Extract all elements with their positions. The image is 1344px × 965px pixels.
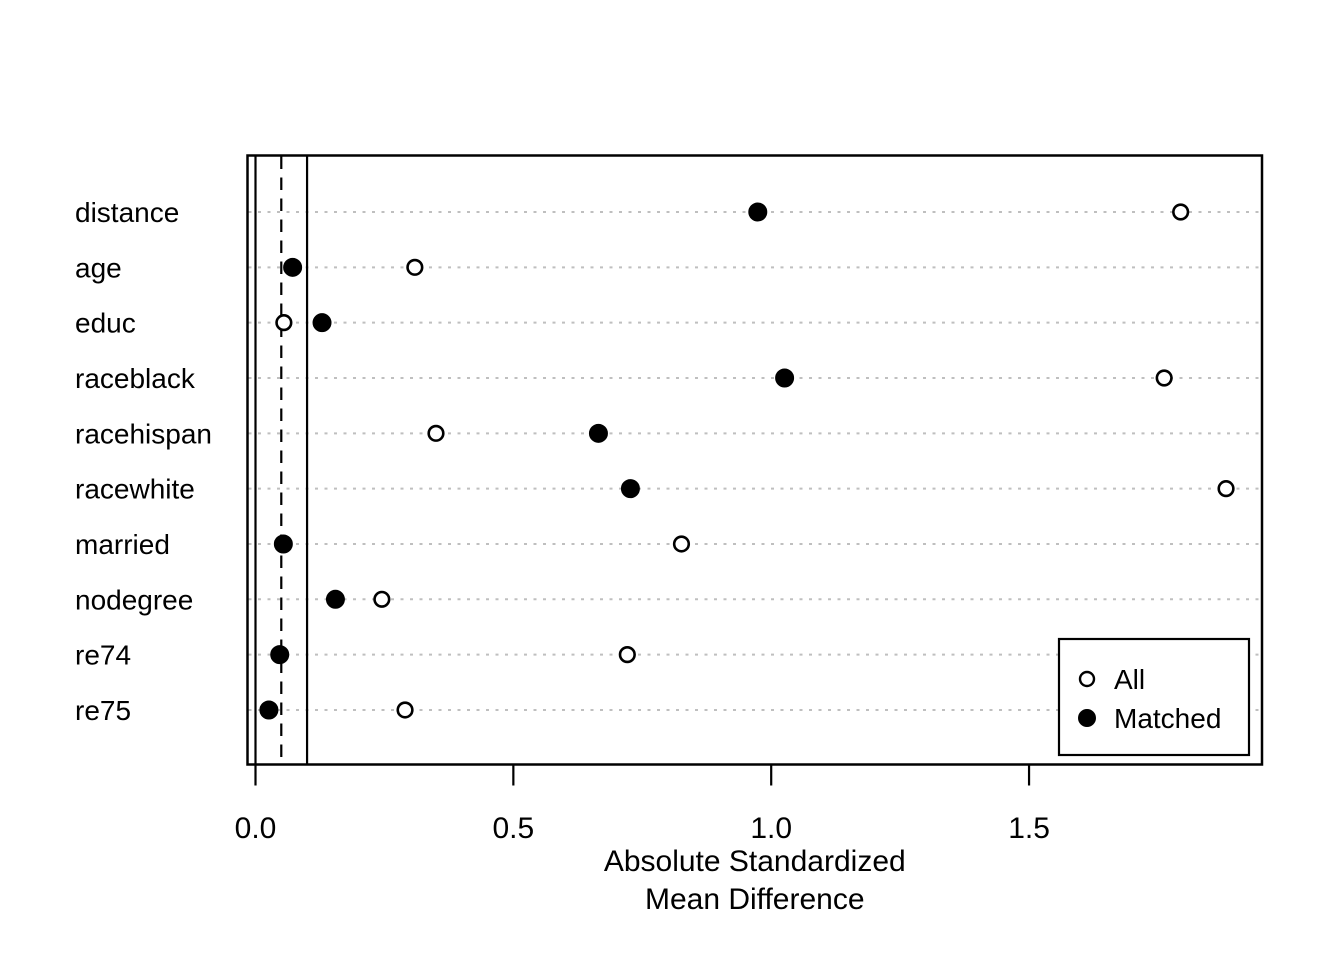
- x-tick-label-1.0: 1.0: [750, 812, 792, 845]
- y-axis-label-re75: re75: [75, 695, 131, 726]
- data-point-matched-racehispan: [588, 423, 608, 443]
- data-point-matched-re75: [259, 700, 279, 720]
- data-point-all-age: [406, 258, 424, 276]
- legend-filled-circle-icon: [1078, 709, 1096, 727]
- data-point-matched-married: [273, 534, 293, 554]
- legend-label-all: All: [1114, 664, 1145, 695]
- data-point-matched-distance: [748, 202, 768, 222]
- data-point-all-raceblack: [1155, 369, 1173, 387]
- plot-border: [246, 154, 1264, 766]
- data-point-matched-racewhite: [620, 479, 640, 499]
- data-point-all-re75: [396, 701, 414, 719]
- y-axis-label-racehispan: racehispan: [75, 418, 212, 449]
- x-axis-title-line1: Absolute Standardized: [604, 845, 906, 878]
- legend-box: [1057, 637, 1251, 757]
- y-axis-label-nodegree: nodegree: [75, 584, 193, 615]
- y-axis-label-re74: re74: [75, 640, 131, 671]
- data-point-all-re74: [618, 646, 636, 664]
- y-axis-label-raceblack: raceblack: [75, 363, 196, 394]
- y-axis-label-age: age: [75, 252, 122, 283]
- data-point-all-nodegree: [373, 590, 391, 608]
- legend-open-circle-icon: [1078, 670, 1096, 688]
- x-tick-label-0.0: 0.0: [235, 812, 277, 845]
- y-axis-label-racewhite: racewhite: [75, 474, 195, 505]
- y-axis-label-educ: educ: [75, 308, 136, 339]
- data-point-matched-re74: [270, 645, 290, 665]
- x-tick-label-0.5: 0.5: [492, 812, 534, 845]
- data-point-matched-educ: [312, 313, 332, 333]
- data-point-all-racewhite: [1217, 480, 1235, 498]
- data-point-all-educ: [275, 314, 293, 332]
- data-point-matched-nodegree: [325, 589, 345, 609]
- data-point-matched-raceblack: [775, 368, 795, 388]
- y-axis-label-distance: distance: [75, 197, 179, 228]
- y-axis-label-married: married: [75, 529, 170, 560]
- legend-label-matched: Matched: [1114, 703, 1221, 734]
- data-point-all-married: [672, 535, 691, 553]
- x-tick-label-1.5: 1.5: [1008, 812, 1050, 845]
- x-axis-title-line2: Mean Difference: [645, 883, 865, 916]
- data-point-all-racehispan: [427, 424, 445, 442]
- data-point-matched-age: [283, 257, 303, 277]
- data-point-all-distance: [1172, 203, 1190, 221]
